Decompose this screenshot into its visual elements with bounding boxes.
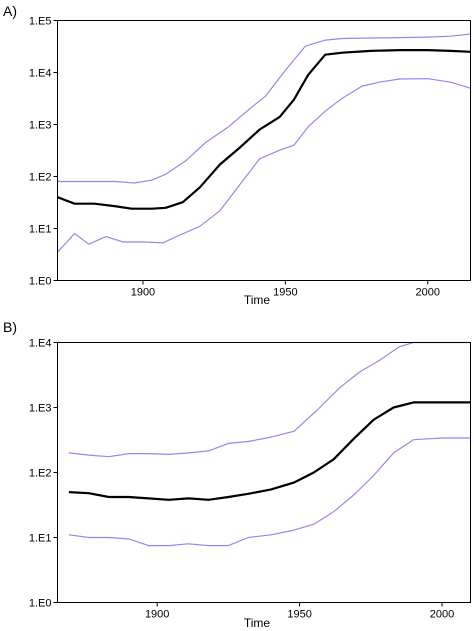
- panel-a-plot-frame: [57, 20, 471, 281]
- panel-a-y-tick-label: 1.E1: [29, 224, 52, 236]
- panel-b-upper-line: [68, 341, 471, 458]
- panel-a-y-tick-label: 1.E3: [29, 120, 52, 132]
- panel-b-plot-frame: [57, 342, 471, 603]
- panel-a-label: A): [3, 3, 17, 19]
- panel-b-median-line: [68, 401, 471, 501]
- panel-b-x-tick-label: 1900: [145, 609, 169, 621]
- panel-a-x-axis: 1900 1950 2000: [131, 280, 440, 299]
- panel-a-series: [57, 33, 471, 253]
- panel-a-x-tick-label: 1950: [273, 287, 297, 299]
- panel-a-y-tick-label: 1.E0: [29, 276, 52, 288]
- panel-a-upper-line: [57, 33, 471, 184]
- panel-b-y-tick-label: 1.E4: [29, 338, 52, 350]
- panel-b-y-axis: 1.E0 1.E1 1.E2 1.E3 1.E4: [29, 338, 58, 610]
- panel-b-y-tick-label: 1.E2: [29, 468, 52, 480]
- panel-b: B) 1.E0 1.E1 1.E2 1.E3 1.E4 1900 1950 2000 Tim…: [3, 319, 471, 630]
- panel-b-lower-line: [68, 437, 471, 547]
- panel-b-y-tick-label: 1.E0: [29, 598, 52, 610]
- panel-b-x-tick-label: 2000: [430, 609, 454, 621]
- panel-b-x-axis: 1900 1950 2000: [145, 602, 454, 621]
- panel-a-y-axis: 1.E0 1.E1 1.E2 1.E3 1.E4 1.E5: [29, 16, 58, 288]
- panel-b-y-tick-label: 1.E3: [29, 403, 52, 415]
- panel-b-x-axis-label: Time: [244, 616, 271, 630]
- panel-b-y-tick-label: 1.E1: [29, 533, 52, 545]
- panel-a: A) 1.E0 1.E1 1.E2 1.E3 1.E4 1.E5 1900 1950 2000…: [3, 3, 471, 307]
- panel-b-series: [68, 341, 471, 547]
- panel-a-median-line: [57, 48, 471, 210]
- panel-a-y-tick-label: 1.E2: [29, 172, 52, 184]
- panel-b-x-tick-label: 1950: [287, 609, 311, 621]
- panel-b-label: B): [3, 319, 17, 335]
- panel-a-x-axis-label: Time: [244, 293, 271, 307]
- panel-a-y-tick-label: 1.E5: [29, 16, 52, 28]
- panel-a-y-tick-label: 1.E4: [29, 68, 52, 80]
- panel-a-x-tick-label: 1900: [131, 287, 155, 299]
- panel-a-x-tick-label: 2000: [416, 287, 440, 299]
- panel-a-lower-line: [57, 78, 471, 253]
